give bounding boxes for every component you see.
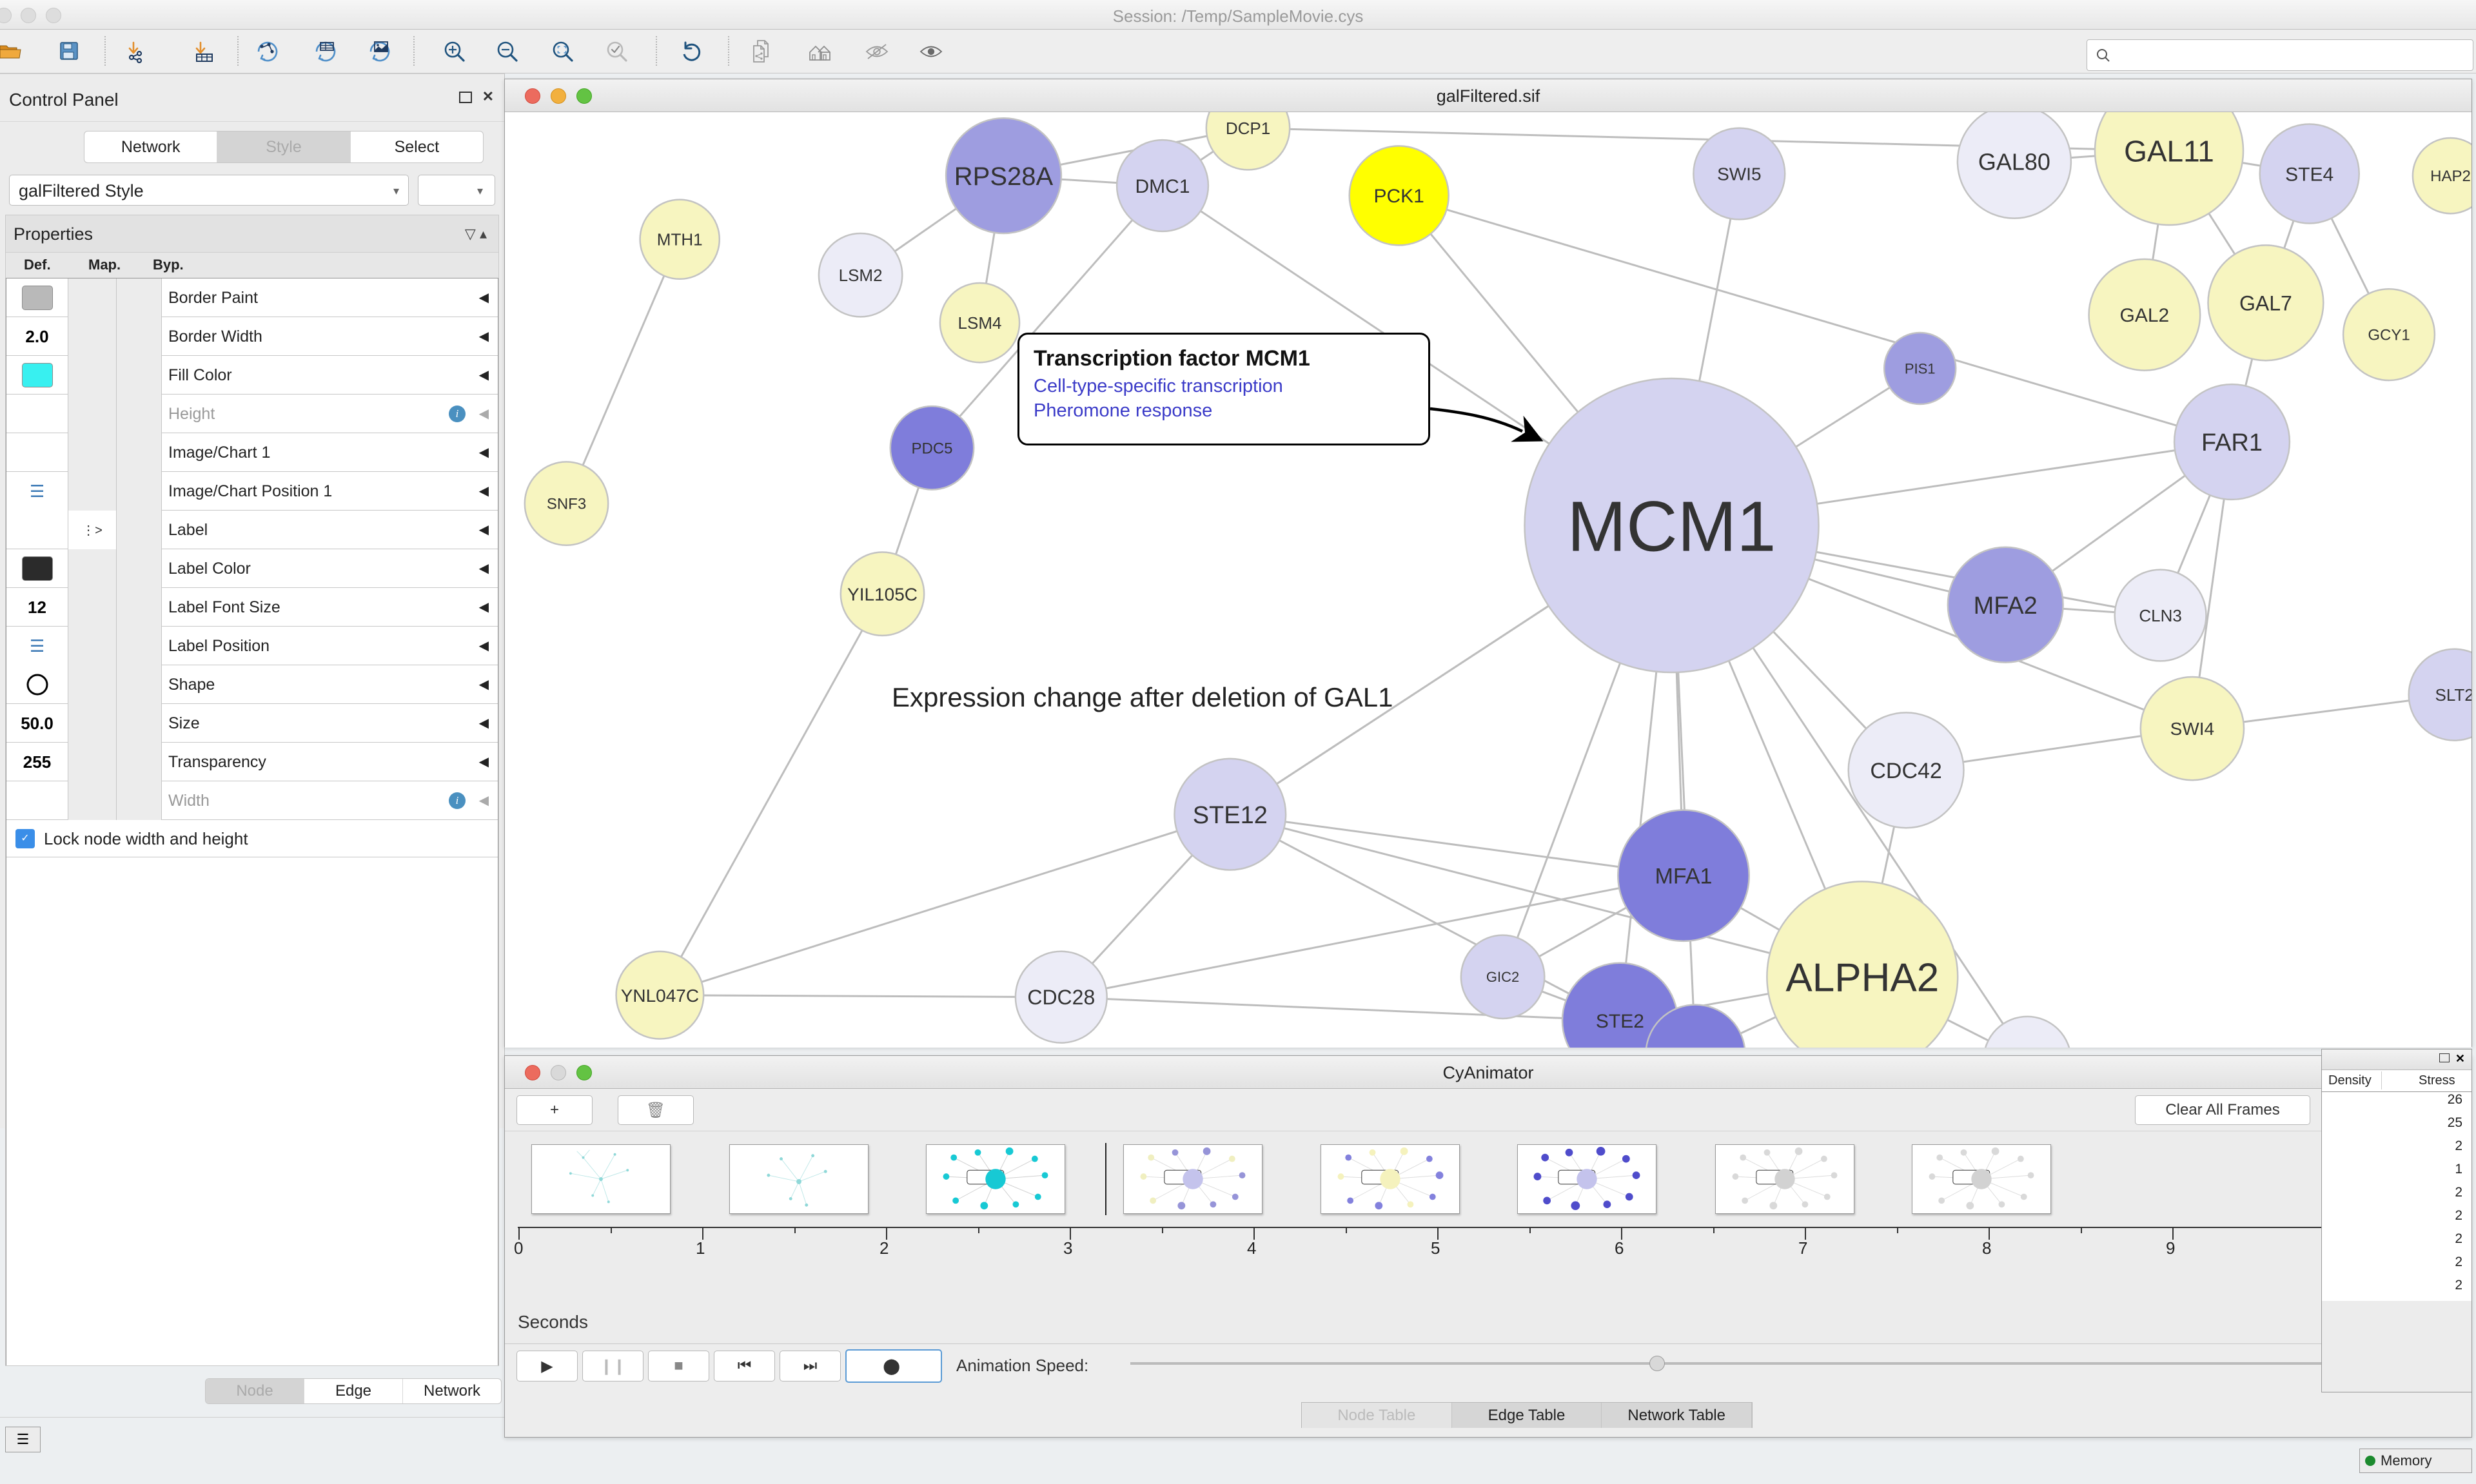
svg-text:CDC28: CDC28 <box>1027 986 1095 1009</box>
svg-text:PDC5: PDC5 <box>911 440 952 457</box>
svg-text:GCY1: GCY1 <box>2368 327 2410 344</box>
svg-text:SWI4: SWI4 <box>2170 719 2214 739</box>
svg-text:LSM4: LSM4 <box>958 313 1002 333</box>
svg-text:SWI5: SWI5 <box>1717 164 1761 184</box>
svg-text:SLT2: SLT2 <box>2435 685 2471 705</box>
svg-text:MTH1: MTH1 <box>657 230 703 249</box>
svg-text:DCP1: DCP1 <box>1226 119 1270 138</box>
svg-text:GAL11: GAL11 <box>2124 135 2214 168</box>
svg-text:GIC2: GIC2 <box>1486 969 1519 985</box>
svg-text:LSM2: LSM2 <box>839 266 883 285</box>
svg-text:RPS28A: RPS28A <box>954 162 1054 191</box>
svg-text:MCM1: MCM1 <box>1567 487 1776 567</box>
svg-text:CDC42: CDC42 <box>1870 759 1941 783</box>
svg-text:CLN3: CLN3 <box>2139 606 2181 625</box>
svg-text:PCK1: PCK1 <box>1374 186 1424 207</box>
svg-text:BAR1: BAR1 <box>1674 1045 1718 1048</box>
svg-text:HAP2: HAP2 <box>2430 168 2471 185</box>
svg-text:STE4: STE4 <box>2285 164 2334 185</box>
svg-text:GAL7: GAL7 <box>2239 291 2292 315</box>
svg-text:GAL80: GAL80 <box>1978 149 2050 175</box>
svg-text:PIS1: PIS1 <box>1905 360 1936 376</box>
svg-text:STE12: STE12 <box>1193 802 1268 829</box>
svg-text:YNL047C: YNL047C <box>621 986 699 1006</box>
svg-text:YIL105C: YIL105C <box>847 584 918 604</box>
svg-text:ALPHA2: ALPHA2 <box>1785 956 1939 1001</box>
svg-text:GAL2: GAL2 <box>2120 305 2170 326</box>
svg-text:DMC1: DMC1 <box>1135 176 1190 197</box>
svg-text:MFA2: MFA2 <box>1974 592 2038 620</box>
svg-text:SNF3: SNF3 <box>547 496 586 513</box>
svg-text:STE2: STE2 <box>1596 1011 1644 1032</box>
svg-text:FAR1: FAR1 <box>2201 429 2263 456</box>
svg-text:MFA1: MFA1 <box>1655 864 1713 888</box>
